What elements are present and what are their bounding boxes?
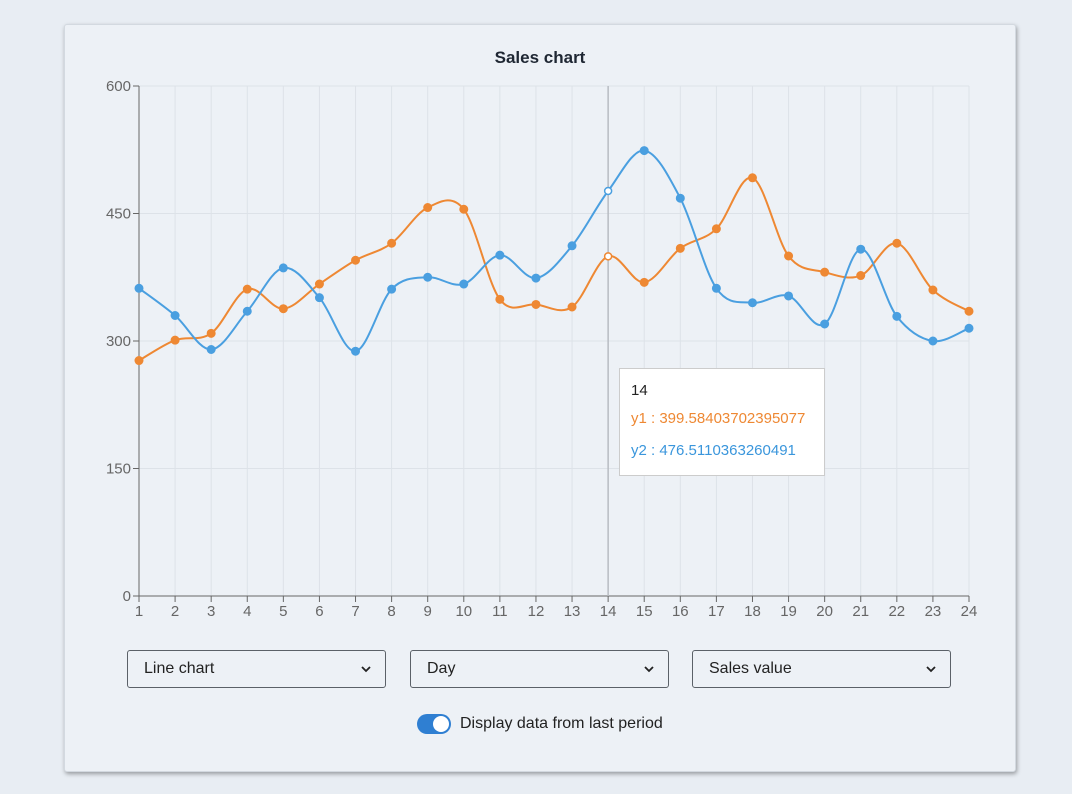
series-point-y2 — [314, 293, 324, 303]
period-select[interactable]: Day — [410, 650, 669, 688]
chevron-down-icon — [926, 666, 936, 673]
series-point-y2 — [639, 146, 649, 156]
series-point-y2 — [134, 283, 144, 293]
series-point-y2 — [170, 311, 180, 320]
x-tick-label: 11 — [492, 603, 508, 620]
series-point-y2 — [567, 241, 577, 251]
x-tick-label: 9 — [424, 603, 432, 620]
series-point-y1 — [567, 302, 577, 312]
series-point-y2 — [423, 272, 433, 282]
tooltip-y2-value: y2 : 476.5110363260491 — [631, 442, 796, 459]
series-point-y1 — [964, 306, 974, 316]
series-point-y1 — [639, 277, 649, 287]
metric-select[interactable]: Sales value — [692, 650, 951, 688]
chart-tooltip: 14 y1 : 399.58403702395077 y2 : 476.5110… — [619, 368, 825, 476]
x-tick-label: 18 — [744, 603, 761, 620]
series-point-y1 — [242, 284, 252, 294]
series-point-y1 — [820, 267, 830, 277]
series-point-y2 — [964, 323, 974, 333]
series-line-y2 — [138, 149, 970, 353]
x-tick-label: 21 — [852, 603, 869, 620]
x-tick-label: 1 — [135, 603, 143, 620]
series-point-y2 — [711, 283, 721, 293]
x-tick-label: 7 — [351, 603, 359, 620]
series-point-y1 — [928, 285, 938, 295]
x-tick-label: 3 — [207, 603, 215, 620]
series-point-y2 — [387, 284, 397, 294]
x-tick-label: 6 — [315, 603, 323, 620]
tooltip-y1-value: y1 : 399.58403702395077 — [631, 410, 806, 427]
y-tick-label: 450 — [106, 206, 131, 223]
x-tick-label: 22 — [888, 603, 905, 620]
x-tick-label: 12 — [528, 603, 545, 620]
chevron-down-icon — [361, 666, 371, 673]
series-point-y1 — [351, 255, 361, 265]
series-line-y1 — [138, 176, 970, 362]
series-point-y1 — [531, 299, 541, 309]
series-point-y1 — [423, 203, 433, 213]
x-tick-label: 20 — [816, 603, 833, 620]
x-tick-label: 2 — [171, 603, 179, 620]
series-point-y2 — [820, 319, 830, 329]
series-point-y2 — [928, 336, 938, 346]
series-point-y1 — [495, 294, 505, 304]
series-point-y2 — [459, 279, 469, 289]
x-tick-label: 13 — [564, 603, 581, 620]
chart-type-select-value: Line chart — [144, 660, 215, 677]
series-point-y2 — [495, 250, 505, 260]
chart-card: Sales chart 0 150 300 450 600 1 2 3 4 5 6 7 8 9 10 11 12… — [64, 24, 1016, 772]
series-point-y1 — [206, 328, 216, 338]
last-period-toggle-label: Display data from last period — [460, 715, 663, 732]
series-point-y2 — [242, 306, 252, 316]
x-tick-label: 5 — [279, 603, 287, 620]
series-point-y1 — [711, 224, 721, 234]
series-point-y1 — [134, 356, 144, 366]
series-point-y2 — [278, 263, 288, 273]
series-point-y2 — [351, 346, 361, 356]
x-tick-label: 16 — [672, 603, 689, 620]
x-tick-label: 24 — [961, 603, 978, 620]
y-tick-label: 0 — [123, 588, 131, 605]
x-tick-label: 17 — [708, 603, 725, 620]
series-point-y1 — [603, 252, 613, 261]
tooltip-x-value: 14 — [631, 382, 648, 399]
series-point-y1 — [278, 304, 288, 314]
series-point-y1 — [747, 173, 757, 183]
toggle-knob — [433, 716, 449, 732]
y-tick-label: 600 — [106, 78, 131, 95]
period-select-value: Day — [427, 660, 456, 677]
x-tick-label: 8 — [387, 603, 395, 620]
series-point-y2 — [747, 298, 757, 308]
x-tick-label: 14 — [600, 603, 617, 620]
x-tick-label: 10 — [455, 603, 472, 620]
series-point-y2 — [206, 345, 216, 354]
y-tick-label: 300 — [106, 333, 131, 350]
series-point-y2 — [603, 186, 613, 196]
series-point-y2 — [784, 291, 794, 301]
series-point-y1 — [856, 271, 866, 281]
x-tick-label: 23 — [925, 603, 942, 620]
last-period-toggle[interactable] — [417, 714, 451, 734]
chart-title: Sales chart — [494, 48, 586, 67]
series-point-y1 — [675, 243, 685, 253]
series-point-y1 — [892, 238, 902, 248]
series-point-y1 — [784, 251, 794, 261]
series-point-y2 — [675, 193, 685, 203]
series-point-y1 — [387, 238, 397, 248]
series-point-y1 — [314, 279, 324, 289]
series-point-y2 — [856, 244, 866, 254]
series-point-y1 — [170, 335, 180, 345]
series-point-y1 — [459, 204, 469, 214]
series-point-y2 — [531, 273, 541, 283]
series-point-y2 — [892, 311, 902, 321]
chart-type-select[interactable]: Line chart — [127, 650, 386, 688]
x-tick-label: 15 — [636, 603, 653, 620]
chevron-down-icon — [644, 666, 654, 673]
x-tick-label: 19 — [780, 603, 797, 620]
x-tick-label: 4 — [243, 603, 251, 620]
y-tick-label: 150 — [106, 461, 131, 478]
metric-select-value: Sales value — [709, 660, 792, 677]
